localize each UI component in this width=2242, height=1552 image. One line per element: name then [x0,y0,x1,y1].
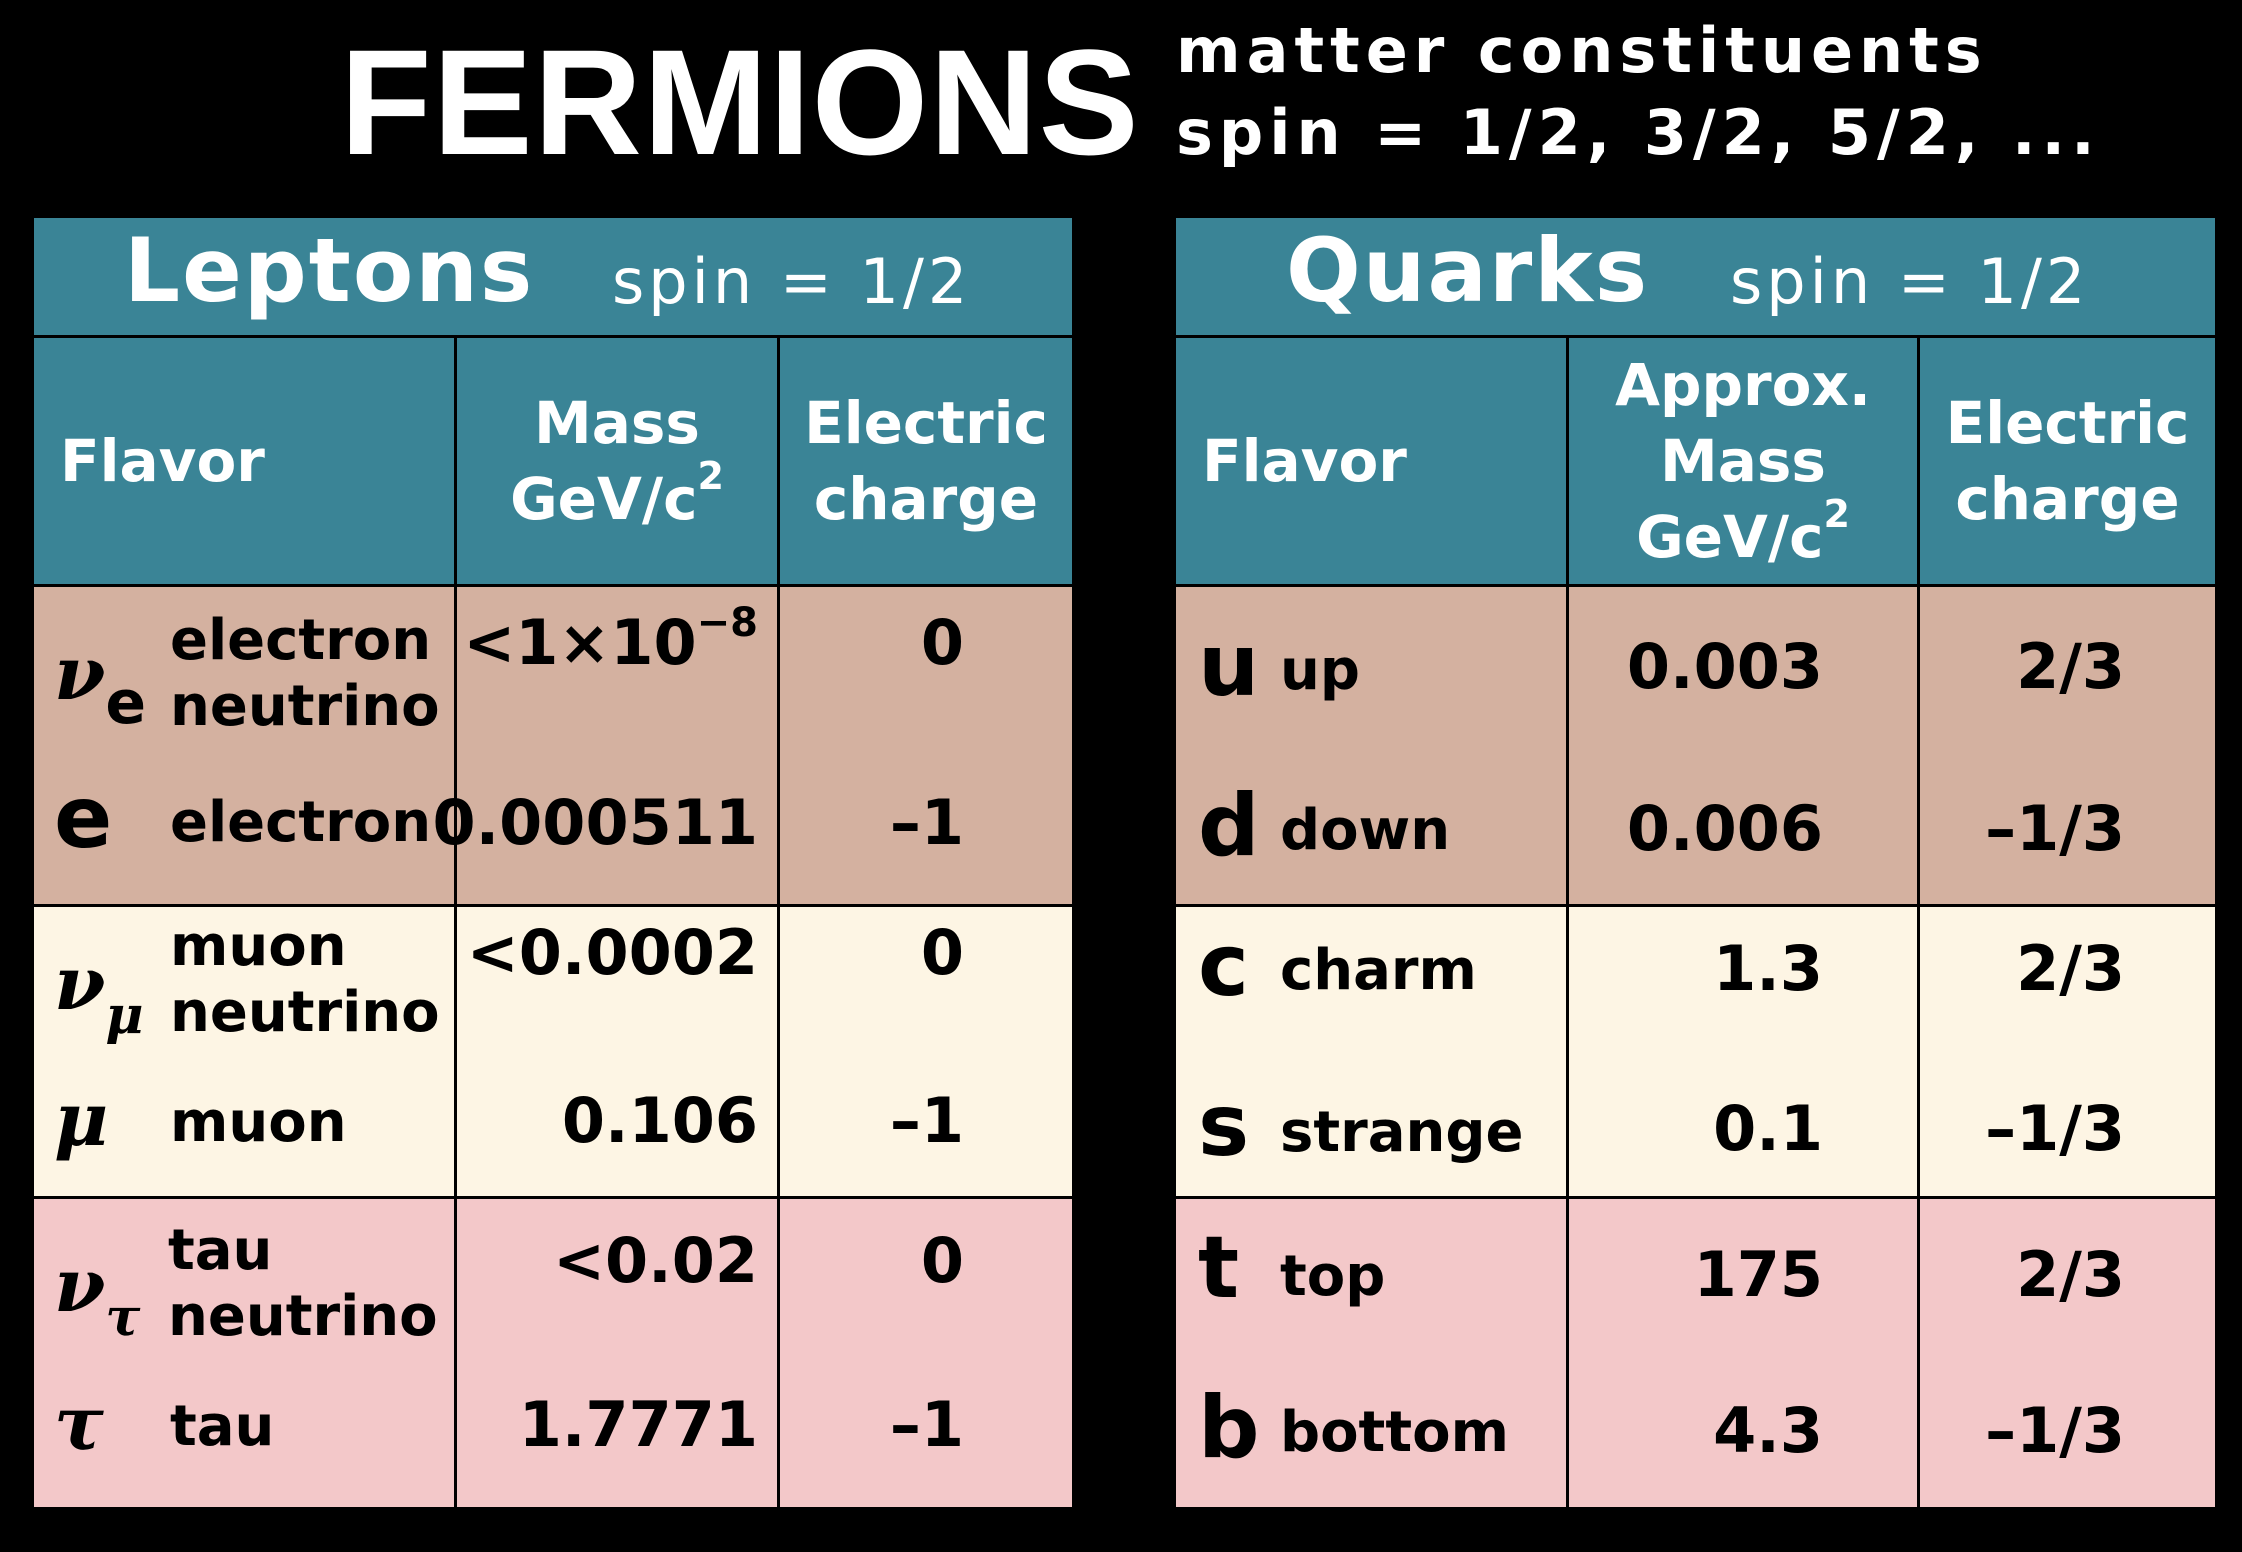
particle-charge: 0 [920,1224,964,1297]
particle-mass: 175 [1693,1238,1823,1311]
particle-symbol: τ [54,1381,104,1467]
particle-charge: 0 [920,916,964,989]
quarks-flavor-header: Flavor [1202,427,1407,495]
particle-name-line-2: neutrino [170,674,440,739]
particle-symbol: c [1198,916,1249,1016]
particle-charge: 2/3 [2016,630,2125,703]
subtitle-line-1: matter constituents [1176,14,1988,87]
particle-charge: –1/3 [1985,1092,2125,1165]
particle-symbol: ντ [54,1243,141,1348]
particle-charge: –1 [889,786,964,859]
particle-name: strange [1280,1100,1524,1165]
particle-name: tau [168,1218,273,1283]
particle-name: tau [170,1394,275,1459]
page-subtitle: matter constituents spin = 1/2, 3/2, 5/2… [1176,10,2216,174]
particle-charge: –1/3 [1985,1394,2125,1467]
particle-mass: 0.106 [561,1084,758,1157]
particle-name: bottom [1280,1400,1509,1465]
particle-mass: <1×10−8 [463,600,758,679]
table-row: ντ tau neutrino <0.02 0 [34,1218,1072,1382]
particle-charge: –1 [889,1388,964,1461]
particle-mass: 0.003 [1626,630,1823,703]
subtitle-line-2: spin = 1/2, 3/2, 5/2, ... [1176,96,2101,169]
table-row: u up 0.003 2/3 [1176,616,2215,790]
leptons-charge-header: Electric charge [804,389,1048,533]
particle-mass: 0.000511 [432,786,758,859]
particle-symbol: νμ [54,941,144,1046]
leptons-spin: spin = 1/2 [612,245,972,318]
table-row: νμ muon neutrino <0.0002 0 [34,914,1072,1078]
quarks-generation-2 [1176,904,2215,1196]
leptons-col-divider-2 [777,338,780,1507]
quarks-title: Quarks [1286,219,1650,322]
particle-mass: 4.3 [1713,1394,1823,1467]
leptons-generation-2 [34,904,1072,1196]
particle-symbol: νe [54,631,147,738]
particle-symbol: d [1198,776,1260,876]
leptons-header-row: Flavor Mass GeV/c2 Electric charge [34,338,1072,584]
table-row: νe electron neutrino <1×10−8 0 [34,600,1072,772]
particle-charge: 0 [920,606,964,679]
leptons-generation-3 [34,1196,1072,1507]
particle-symbol: u [1198,616,1260,716]
particle-name-line-2: neutrino [168,1284,438,1349]
particle-charge: –1/3 [1985,792,2125,865]
leptons-caption: Leptons spin = 1/2 [34,218,1072,338]
particle-mass: 0.006 [1626,792,1823,865]
table-row: t top 175 2/3 [1176,1218,2215,1392]
particle-symbol: s [1198,1076,1250,1176]
particle-charge: 2/3 [2016,1238,2125,1311]
particle-charge: –1 [889,1084,964,1157]
quarks-col-divider-1 [1566,338,1569,1507]
leptons-flavor-header: Flavor [60,427,265,495]
table-row: e electron 0.000511 –1 [34,768,1072,942]
particle-mass: <0.02 [553,1224,758,1297]
table-row: s strange 0.1 –1/3 [1176,1076,2215,1250]
particle-name: down [1280,798,1451,863]
quarks-col-divider-2 [1917,338,1920,1507]
leptons-table: Leptons spin = 1/2 Flavor Mass GeV/c2 El… [34,218,1072,1507]
particle-symbol: t [1198,1218,1240,1318]
particle-symbol: e [54,768,113,868]
particle-mass: 1.7771 [518,1388,758,1461]
particle-name: up [1280,638,1360,703]
page-title: FERMIONS [340,18,1140,186]
table-row: τ tau 1.7771 –1 [34,1384,1072,1548]
quarks-mass-header: Approx. Mass GeV/c2 [1615,351,1871,571]
leptons-generation-1 [34,584,1072,904]
particle-mass: <0.0002 [466,916,758,989]
quarks-generation-1 [1176,584,2215,904]
quarks-caption: Quarks spin = 1/2 [1176,218,2215,338]
table-row: d down 0.006 –1/3 [1176,776,2215,950]
particle-name: muon [170,914,347,979]
quarks-generation-3 [1176,1196,2215,1507]
particle-name: electron [170,790,432,855]
table-row: μ muon 0.106 –1 [34,1080,1072,1244]
leptons-mass-header: Mass GeV/c2 [510,389,724,533]
particle-name: electron [170,608,432,673]
particle-symbol: μ [54,1077,109,1163]
quarks-spin: spin = 1/2 [1730,245,2090,318]
particle-name: top [1280,1244,1386,1309]
quarks-header-row: Flavor Approx. Mass GeV/c2 Electric char… [1176,338,2215,584]
leptons-title: Leptons [124,219,535,322]
particle-name: muon [170,1090,347,1155]
particle-charge: 2/3 [2016,932,2125,1005]
table-row: c charm 1.3 2/3 [1176,916,2215,1090]
leptons-col-divider-1 [454,338,457,1507]
particle-mass: 1.3 [1713,932,1823,1005]
table-row: b bottom 4.3 –1/3 [1176,1378,2215,1552]
quarks-table: Quarks spin = 1/2 Flavor Approx. Mass Ge… [1176,218,2215,1507]
particle-mass: 0.1 [1713,1092,1823,1165]
particle-name-line-2: neutrino [170,980,440,1045]
particle-name: charm [1280,938,1477,1003]
particle-symbol: b [1198,1378,1260,1478]
quarks-charge-header: Electric charge [1945,389,2190,533]
